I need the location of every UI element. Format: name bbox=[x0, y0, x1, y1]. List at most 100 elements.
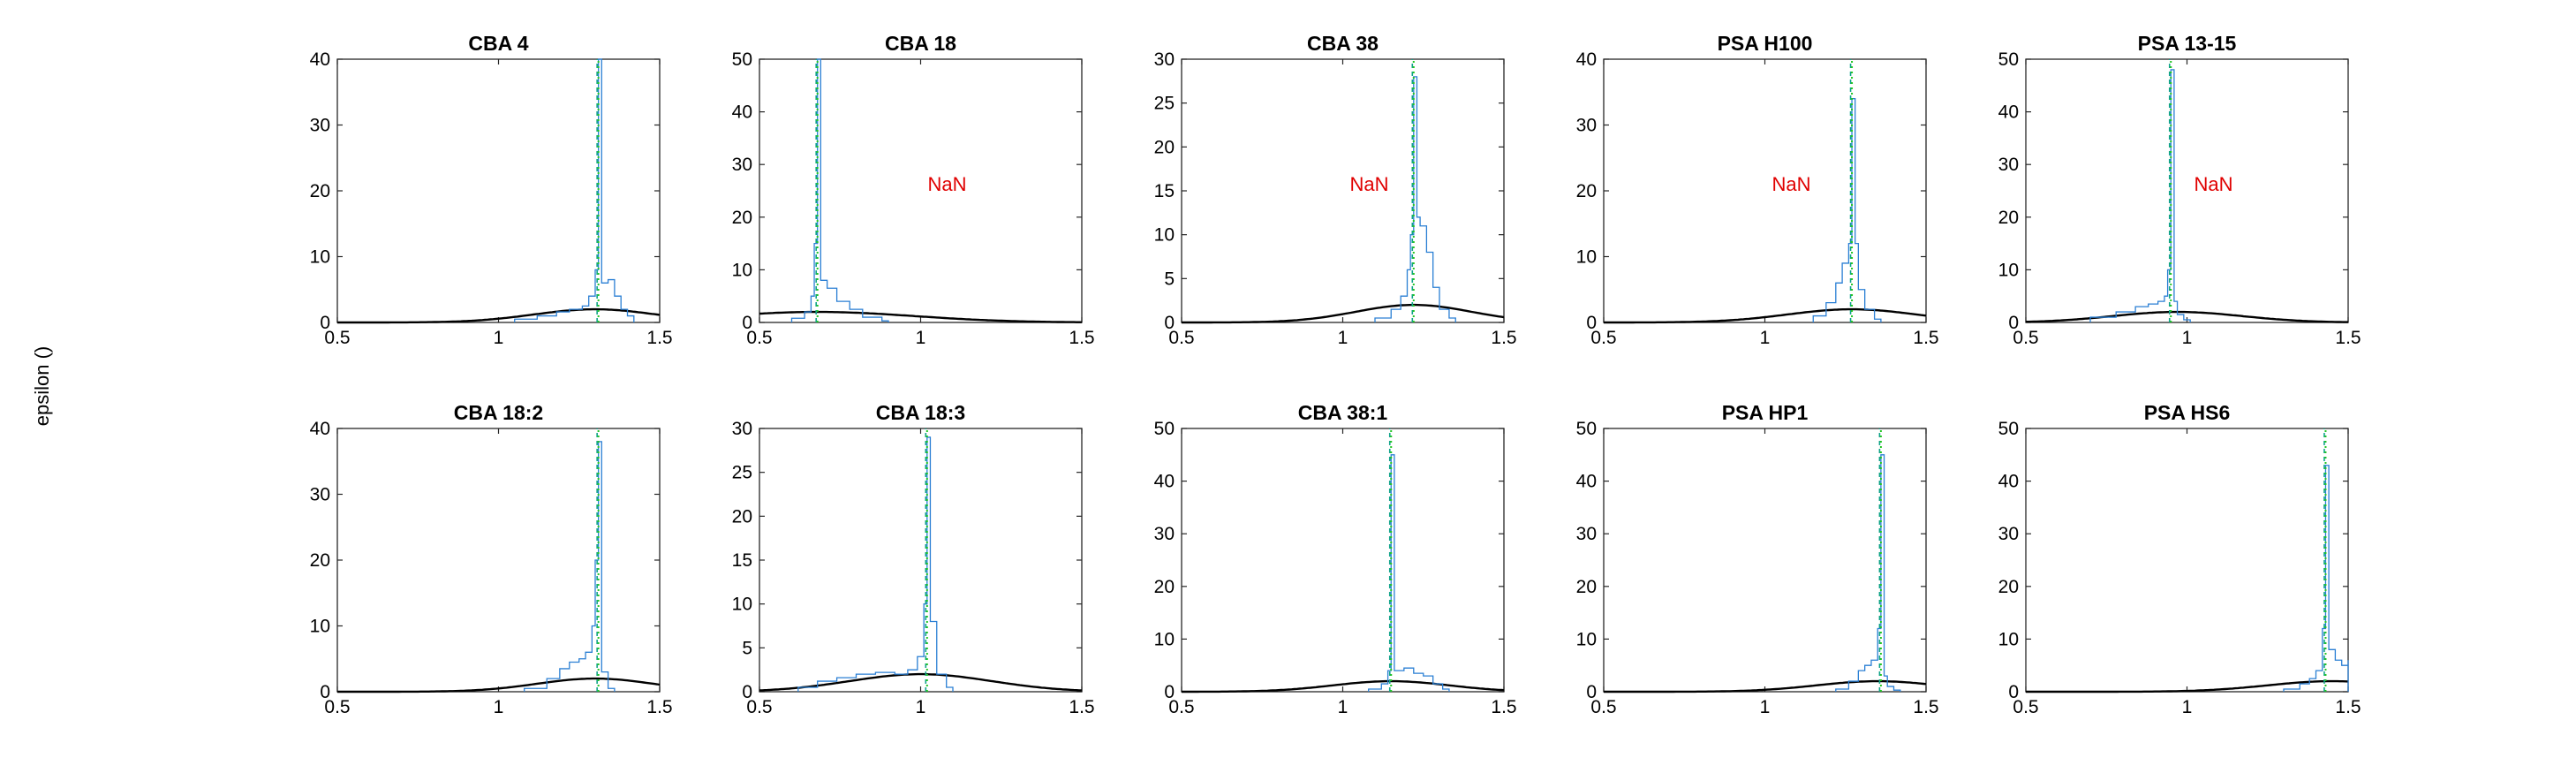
x-tick-label: 0.5 bbox=[1168, 697, 1194, 717]
y-tick-label: 0 bbox=[742, 313, 752, 333]
subplot-title: CBA 38:1 bbox=[1298, 401, 1388, 424]
subplot-2: 0.5 1 1.5 0 10 20 30 40 50 CBA 18 NaN bbox=[732, 32, 1095, 348]
y-tick-label: 0 bbox=[1586, 313, 1597, 333]
x-tick-label: 0.5 bbox=[746, 328, 772, 348]
x-tick-label: 0.5 bbox=[746, 697, 772, 717]
y-tick-label: 20 bbox=[1154, 577, 1175, 597]
nan-annotation: NaN bbox=[1771, 173, 1810, 195]
nan-annotation: NaN bbox=[1349, 173, 1388, 195]
x-tick-label: 1.5 bbox=[646, 697, 672, 717]
y-tick-label: 40 bbox=[1576, 472, 1597, 492]
y-tick-label: 30 bbox=[732, 155, 752, 175]
histogram-line bbox=[790, 58, 889, 322]
fit-curve bbox=[337, 677, 661, 693]
y-tick-label: 20 bbox=[732, 208, 752, 228]
x-tick-label: 1.5 bbox=[1491, 328, 1516, 348]
axes-box bbox=[1181, 428, 1505, 693]
axes-box bbox=[759, 428, 1083, 693]
fit-curve bbox=[2026, 679, 2349, 693]
y-tick-label: 0 bbox=[742, 682, 752, 702]
x-tick-label: 1.5 bbox=[2335, 328, 2361, 348]
x-tick-label: 1.5 bbox=[1913, 328, 1938, 348]
y-tick-label: 0 bbox=[2008, 313, 2019, 333]
subplot-title: PSA 13-15 bbox=[2138, 32, 2237, 55]
fit-curve bbox=[2026, 310, 2348, 323]
y-tick-label: 40 bbox=[1154, 472, 1175, 492]
subplot-10: 0.5 1 1.5 0 10 20 30 40 50 PSA HS6 bbox=[1998, 401, 2361, 717]
y-tick-label: 50 bbox=[1998, 49, 2019, 70]
y-tick-label: 30 bbox=[732, 419, 752, 439]
histogram-line bbox=[1368, 454, 1450, 692]
y-tick-label: 20 bbox=[1576, 181, 1597, 201]
x-tick-label: 0.5 bbox=[1590, 697, 1616, 717]
y-tick-label: 10 bbox=[732, 595, 752, 615]
axes-box bbox=[1181, 58, 1505, 323]
x-tick-label: 1 bbox=[1760, 328, 1771, 348]
axes-box bbox=[759, 58, 1083, 323]
y-tick-label: 5 bbox=[742, 638, 752, 658]
x-tick-label: 0.5 bbox=[1590, 328, 1616, 348]
subplot-title: CBA 18:2 bbox=[454, 401, 543, 424]
fit-curve bbox=[1182, 679, 1505, 693]
y-tick-label: 40 bbox=[310, 49, 330, 70]
y-tick-label: 30 bbox=[1154, 49, 1175, 70]
y-tick-label: 20 bbox=[1998, 208, 2019, 228]
subplot-title: PSA HP1 bbox=[1722, 401, 1809, 424]
histogram-line bbox=[797, 436, 954, 692]
nan-annotation: NaN bbox=[2194, 173, 2232, 195]
histogram-line bbox=[524, 441, 616, 692]
y-tick-label: 40 bbox=[732, 102, 752, 123]
subplot-8: 0.5 1 1.5 0 10 20 30 40 50 CBA 38:1 bbox=[1154, 401, 1517, 717]
x-tick-label: 1.5 bbox=[1069, 328, 1094, 348]
x-tick-label: 0.5 bbox=[2013, 697, 2038, 717]
x-tick-label: 0.5 bbox=[2013, 328, 2038, 348]
y-tick-label: 20 bbox=[1998, 577, 2019, 597]
y-tick-label: 0 bbox=[2008, 682, 2019, 702]
fit-curve bbox=[337, 307, 661, 324]
subplot-6: 0.5 1 1.5 0 10 20 30 40 CBA 18:2 bbox=[310, 401, 673, 717]
y-tick-label: 40 bbox=[310, 419, 330, 439]
y-tick-label: 20 bbox=[1154, 137, 1175, 157]
y-tick-label: 30 bbox=[1154, 524, 1175, 544]
x-tick-label: 1 bbox=[2182, 697, 2193, 717]
histogram-line bbox=[514, 58, 635, 322]
y-tick-label: 50 bbox=[732, 49, 752, 70]
y-tick-label: 30 bbox=[310, 116, 330, 136]
subplot-title: PSA H100 bbox=[1718, 32, 1813, 55]
y-tick-label: 0 bbox=[320, 682, 330, 702]
fit-curve bbox=[1604, 307, 1927, 324]
subplot-title: PSA HS6 bbox=[2144, 401, 2231, 424]
y-tick-label: 0 bbox=[1164, 313, 1175, 333]
subplot-4: 0.5 1 1.5 0 10 20 30 40 PSA H100 NaN bbox=[1576, 32, 1939, 348]
y-tick-label: 10 bbox=[1154, 225, 1175, 246]
x-tick-label: 1.5 bbox=[646, 328, 672, 348]
x-tick-label: 0.5 bbox=[324, 697, 350, 717]
x-tick-label: 1 bbox=[2182, 328, 2193, 348]
y-tick-label: 30 bbox=[1998, 155, 2019, 175]
y-tick-label: 10 bbox=[1998, 629, 2019, 649]
histogram-line bbox=[2089, 69, 2191, 322]
x-tick-label: 1 bbox=[1760, 697, 1771, 717]
y-tick-label: 20 bbox=[1576, 577, 1597, 597]
x-tick-label: 1 bbox=[494, 328, 504, 348]
x-tick-label: 1 bbox=[1338, 697, 1348, 717]
y-tick-label: 50 bbox=[1576, 419, 1597, 439]
subplot-title: CBA 18 bbox=[885, 32, 956, 55]
fit-curve bbox=[1604, 679, 1927, 693]
subplot-title: CBA 4 bbox=[468, 32, 528, 55]
y-tick-label: 20 bbox=[310, 181, 330, 201]
y-tick-label: 10 bbox=[310, 247, 330, 268]
y-tick-label: 25 bbox=[1154, 94, 1175, 114]
fit-curve bbox=[1182, 303, 1505, 324]
y-tick-label: 30 bbox=[310, 485, 330, 505]
axes-box bbox=[2025, 58, 2349, 323]
subplot-3: 0.5 1 1.5 0 5 10 15 20 25 30 CBA 38 NaN bbox=[1154, 32, 1517, 348]
y-tick-label: 20 bbox=[310, 550, 330, 571]
axes-box bbox=[1603, 428, 1927, 693]
x-tick-label: 1.5 bbox=[1491, 697, 1516, 717]
fit-curve bbox=[759, 672, 1083, 692]
histogram-line bbox=[1835, 454, 1901, 692]
y-tick-label: 10 bbox=[310, 617, 330, 637]
axes-box bbox=[1603, 58, 1927, 323]
